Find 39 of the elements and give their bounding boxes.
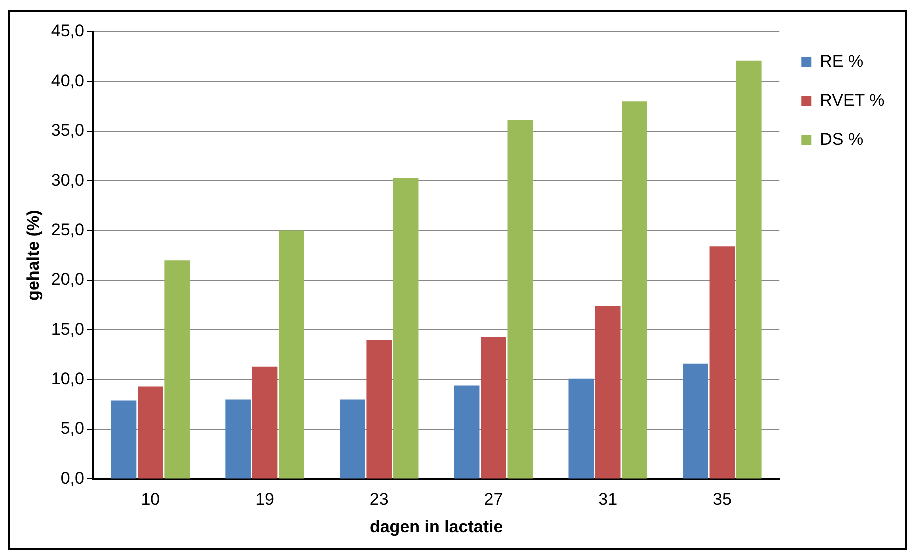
- y-tick-label: 35,0: [51, 121, 84, 140]
- y-tick-label: 10,0: [51, 370, 84, 389]
- bar: [454, 386, 480, 479]
- y-tick-label: 25,0: [51, 220, 84, 240]
- bar: [481, 337, 506, 479]
- y-tick-label: 20,0: [51, 270, 84, 290]
- x-tick-label: 27: [484, 490, 504, 510]
- bar: [164, 260, 190, 479]
- bar: [226, 400, 252, 479]
- bar: [252, 366, 278, 479]
- bar: [736, 60, 762, 479]
- bar: [340, 400, 366, 479]
- bar: [568, 378, 594, 479]
- legend-label: RVET %: [820, 91, 885, 110]
- bar: [508, 120, 534, 479]
- y-tick-label: 5,0: [60, 419, 84, 438]
- x-axis-title: dagen in lactatie: [370, 517, 504, 536]
- legend-label: DS %: [820, 130, 864, 150]
- y-tick-label: 15,0: [51, 320, 84, 339]
- y-tick-label: 30,0: [51, 170, 84, 190]
- bar: [710, 246, 736, 479]
- bar: [279, 230, 304, 479]
- bar: [595, 306, 621, 479]
- bar: [138, 386, 164, 479]
- y-tick-label: 45,0: [51, 22, 84, 41]
- x-tick-label: 23: [370, 490, 389, 510]
- bar: [683, 364, 708, 479]
- bar: [622, 102, 648, 479]
- x-tick-label: 35: [712, 490, 732, 510]
- y-axis-title: gehalte (%): [24, 210, 43, 301]
- y-tick-label: 0,0: [60, 468, 84, 488]
- legend-label: RE %: [820, 52, 864, 72]
- x-tick-label: 10: [141, 490, 160, 510]
- bar: [393, 178, 419, 479]
- y-tick-label: 40,0: [51, 71, 84, 90]
- bar: [111, 400, 137, 479]
- x-tick-label: 31: [598, 490, 618, 510]
- bar: [366, 340, 392, 479]
- x-tick-label: 19: [256, 490, 274, 510]
